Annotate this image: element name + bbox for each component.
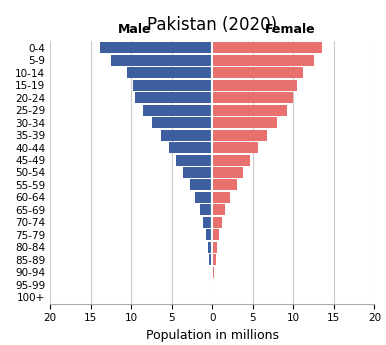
Bar: [212, 155, 251, 166]
Bar: [111, 55, 212, 66]
Bar: [190, 179, 212, 190]
Bar: [212, 167, 243, 178]
Bar: [176, 155, 212, 166]
Bar: [212, 254, 215, 265]
Bar: [161, 130, 212, 140]
Bar: [212, 67, 303, 78]
Bar: [212, 279, 213, 290]
Bar: [208, 242, 212, 253]
Text: Female: Female: [265, 23, 315, 36]
Bar: [212, 179, 237, 190]
Bar: [133, 80, 212, 91]
Bar: [211, 267, 212, 278]
Bar: [212, 130, 267, 140]
Bar: [212, 292, 213, 303]
Bar: [212, 205, 225, 215]
Bar: [212, 92, 293, 103]
Bar: [212, 55, 313, 66]
X-axis label: Population in millions: Population in millions: [146, 329, 279, 342]
Bar: [127, 67, 212, 78]
Bar: [203, 217, 212, 228]
Bar: [212, 42, 322, 53]
Bar: [212, 80, 298, 91]
Bar: [151, 117, 212, 128]
Bar: [206, 229, 212, 240]
Bar: [135, 92, 212, 103]
Text: Male: Male: [118, 23, 151, 36]
Bar: [212, 242, 217, 253]
Bar: [144, 105, 212, 116]
Bar: [212, 117, 277, 128]
Bar: [100, 42, 212, 53]
Title: Pakistan (2020): Pakistan (2020): [147, 16, 278, 34]
Bar: [212, 105, 287, 116]
Bar: [212, 267, 214, 278]
Bar: [200, 205, 212, 215]
Bar: [210, 254, 212, 265]
Bar: [212, 217, 222, 228]
Bar: [195, 192, 212, 203]
Bar: [212, 192, 230, 203]
Bar: [212, 142, 258, 153]
Bar: [183, 167, 212, 178]
Bar: [169, 142, 212, 153]
Bar: [212, 229, 219, 240]
